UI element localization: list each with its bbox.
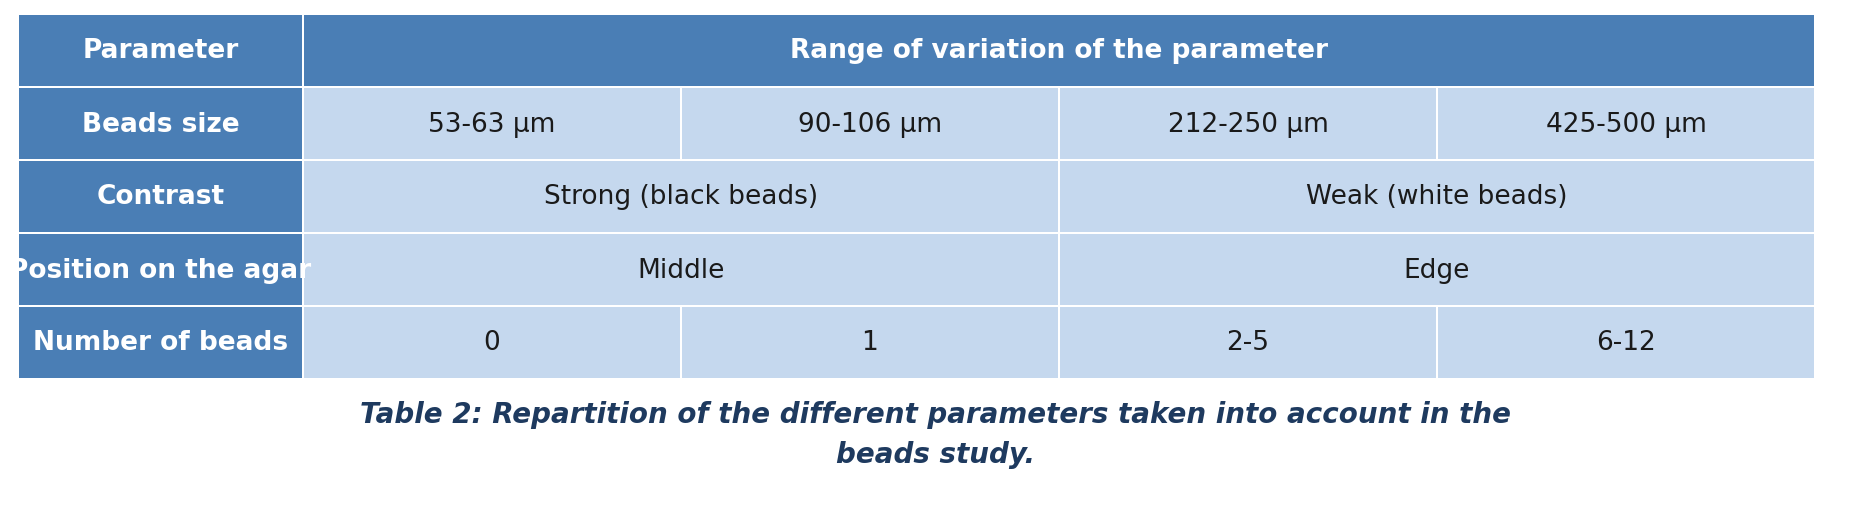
FancyBboxPatch shape bbox=[19, 307, 301, 378]
Text: 212-250 μm: 212-250 μm bbox=[1168, 111, 1329, 137]
Text: Middle: Middle bbox=[636, 257, 724, 283]
Text: 90-106 μm: 90-106 μm bbox=[797, 111, 942, 137]
FancyBboxPatch shape bbox=[305, 307, 680, 378]
FancyBboxPatch shape bbox=[19, 162, 301, 232]
FancyBboxPatch shape bbox=[681, 307, 1058, 378]
FancyBboxPatch shape bbox=[681, 89, 1058, 159]
FancyBboxPatch shape bbox=[305, 89, 680, 159]
Text: Range of variation of the parameter: Range of variation of the parameter bbox=[790, 38, 1327, 64]
Text: 1: 1 bbox=[861, 330, 878, 356]
FancyBboxPatch shape bbox=[1438, 307, 1814, 378]
Text: 6-12: 6-12 bbox=[1597, 330, 1657, 356]
Text: 2-5: 2-5 bbox=[1226, 330, 1269, 356]
Text: 425-500 μm: 425-500 μm bbox=[1546, 111, 1707, 137]
Text: Beads size: Beads size bbox=[82, 111, 240, 137]
Text: Parameter: Parameter bbox=[82, 38, 238, 64]
FancyBboxPatch shape bbox=[1438, 89, 1814, 159]
FancyBboxPatch shape bbox=[1060, 235, 1814, 305]
Text: Contrast: Contrast bbox=[97, 184, 225, 210]
FancyBboxPatch shape bbox=[19, 235, 301, 305]
Text: 53-63 μm: 53-63 μm bbox=[429, 111, 556, 137]
FancyBboxPatch shape bbox=[1060, 89, 1436, 159]
FancyBboxPatch shape bbox=[19, 89, 301, 159]
Text: Position on the agar: Position on the agar bbox=[9, 257, 311, 283]
FancyBboxPatch shape bbox=[305, 162, 1058, 232]
FancyBboxPatch shape bbox=[1060, 307, 1436, 378]
Text: 0: 0 bbox=[483, 330, 500, 356]
Text: Table 2: Repartition of the different parameters taken into account in the: Table 2: Repartition of the different pa… bbox=[361, 400, 1511, 428]
Text: beads study.: beads study. bbox=[837, 440, 1035, 468]
FancyBboxPatch shape bbox=[19, 16, 301, 87]
FancyBboxPatch shape bbox=[305, 235, 1058, 305]
FancyBboxPatch shape bbox=[305, 16, 1814, 87]
Text: Strong (black beads): Strong (black beads) bbox=[545, 184, 818, 210]
Text: Edge: Edge bbox=[1404, 257, 1470, 283]
Text: Weak (white beads): Weak (white beads) bbox=[1307, 184, 1567, 210]
Text: Number of beads: Number of beads bbox=[34, 330, 288, 356]
FancyBboxPatch shape bbox=[1060, 162, 1814, 232]
